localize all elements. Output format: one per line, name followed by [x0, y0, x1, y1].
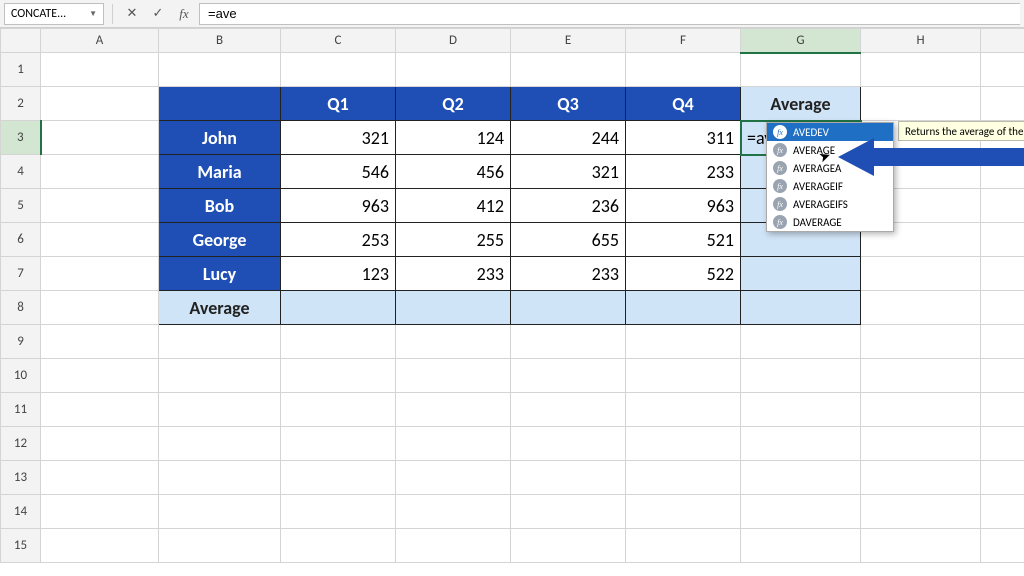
- row-header-1[interactable]: 1: [1, 53, 41, 87]
- col-header-E[interactable]: E: [511, 29, 626, 53]
- autocomplete-label: AVEDEV: [793, 126, 829, 139]
- autocomplete-item[interactable]: fx AVERAGEIFS: [767, 195, 893, 213]
- row-header-12[interactable]: 12: [1, 427, 41, 461]
- cell-C5[interactable]: 963: [281, 189, 395, 222]
- function-icon: fx: [773, 125, 787, 139]
- row-header-2[interactable]: 2: [1, 87, 41, 121]
- function-icon: fx: [773, 143, 787, 157]
- col-header-I[interactable]: [981, 29, 1024, 53]
- function-icon: fx: [773, 161, 787, 175]
- cell-E6[interactable]: 655: [511, 223, 625, 256]
- cell-G7[interactable]: [741, 257, 860, 290]
- cell-D7[interactable]: 233: [396, 257, 510, 290]
- cell-C7[interactable]: 123: [281, 257, 395, 290]
- autocomplete-label: AVERAGEIFS: [793, 198, 848, 211]
- header-q2[interactable]: Q2: [396, 87, 510, 120]
- row-name-lucy[interactable]: Lucy: [159, 257, 280, 290]
- row-name-maria[interactable]: Maria: [159, 155, 280, 188]
- cell-G8[interactable]: [741, 291, 860, 324]
- row-name-bob[interactable]: Bob: [159, 189, 280, 222]
- header-q4[interactable]: Q4: [626, 87, 740, 120]
- col-header-H[interactable]: H: [861, 29, 981, 53]
- cell-F5[interactable]: 963: [626, 189, 740, 222]
- row-header-10[interactable]: 10: [1, 359, 41, 393]
- row-header-8[interactable]: 8: [1, 291, 41, 325]
- cell-F4[interactable]: 233: [626, 155, 740, 188]
- cell-E3[interactable]: 244: [511, 121, 625, 154]
- cell-D4[interactable]: 456: [396, 155, 510, 188]
- footer-average-label[interactable]: Average: [159, 291, 280, 324]
- name-box-dropdown-icon[interactable]: ▼: [89, 9, 97, 19]
- row-header-13[interactable]: 13: [1, 461, 41, 495]
- cell-F6[interactable]: 521: [626, 223, 740, 256]
- autocomplete-item[interactable]: fx DAVERAGE: [767, 213, 893, 231]
- cell-D3[interactable]: 124: [396, 121, 510, 154]
- cell-F7[interactable]: 522: [626, 257, 740, 290]
- col-header-G[interactable]: G: [741, 29, 861, 53]
- row-header-6[interactable]: 6: [1, 223, 41, 257]
- cell-F3[interactable]: 311: [626, 121, 740, 154]
- cell-F8[interactable]: [626, 291, 740, 324]
- row-name-john[interactable]: John: [159, 121, 280, 154]
- cell-D5[interactable]: 412: [396, 189, 510, 222]
- insert-function-button[interactable]: fx: [173, 3, 195, 25]
- header-q1[interactable]: Q1: [281, 87, 395, 120]
- col-header-B[interactable]: B: [159, 29, 281, 53]
- row-header-15[interactable]: 15: [1, 529, 41, 563]
- col-header-D[interactable]: D: [396, 29, 511, 53]
- accept-formula-button[interactable]: ✓: [147, 3, 169, 25]
- formula-input[interactable]: [199, 3, 1020, 25]
- annotation-arrow: [838, 134, 1024, 180]
- col-header-C[interactable]: C: [281, 29, 396, 53]
- select-all-corner[interactable]: [1, 29, 41, 53]
- autocomplete-label: AVERAGEA: [793, 162, 841, 175]
- cell-D8[interactable]: [396, 291, 510, 324]
- header-q3[interactable]: Q3: [511, 87, 625, 120]
- function-icon: fx: [773, 215, 787, 229]
- divider: [112, 4, 113, 24]
- spreadsheet-grid[interactable]: A B C D E F G H 1 2 Q1 Q2 Q3 Q4 Average …: [0, 28, 1024, 576]
- autocomplete-label: AVERAGEIF: [793, 180, 843, 193]
- function-icon: fx: [773, 179, 787, 193]
- cell-D6[interactable]: 255: [396, 223, 510, 256]
- row-header-14[interactable]: 14: [1, 495, 41, 529]
- column-headers: A B C D E F G H: [1, 29, 1024, 53]
- row-header-5[interactable]: 5: [1, 189, 41, 223]
- name-box-value: CONCATE...: [11, 7, 66, 21]
- function-icon: fx: [773, 197, 787, 211]
- autocomplete-label: DAVERAGE: [793, 216, 842, 229]
- col-header-F[interactable]: F: [626, 29, 741, 53]
- cell-E5[interactable]: 236: [511, 189, 625, 222]
- row-header-4[interactable]: 4: [1, 155, 41, 189]
- header-average[interactable]: Average: [741, 87, 860, 120]
- cell-E8[interactable]: [511, 291, 625, 324]
- formula-bar: CONCATE... ▼ ✕ ✓ fx: [0, 0, 1024, 28]
- name-box[interactable]: CONCATE... ▼: [4, 3, 104, 25]
- row-name-george[interactable]: George: [159, 223, 280, 256]
- cell-E7[interactable]: 233: [511, 257, 625, 290]
- row-header-3[interactable]: 3: [1, 121, 41, 155]
- row-header-7[interactable]: 7: [1, 257, 41, 291]
- cell-C4[interactable]: 546: [281, 155, 395, 188]
- cell-E4[interactable]: 321: [511, 155, 625, 188]
- table-corner-cell[interactable]: [159, 87, 280, 120]
- cell-C3[interactable]: 321: [281, 121, 395, 154]
- row-header-11[interactable]: 11: [1, 393, 41, 427]
- row-header-9[interactable]: 9: [1, 325, 41, 359]
- cancel-formula-button[interactable]: ✕: [121, 3, 143, 25]
- cell-C6[interactable]: 253: [281, 223, 395, 256]
- cell-C8[interactable]: [281, 291, 395, 324]
- col-header-A[interactable]: A: [41, 29, 159, 53]
